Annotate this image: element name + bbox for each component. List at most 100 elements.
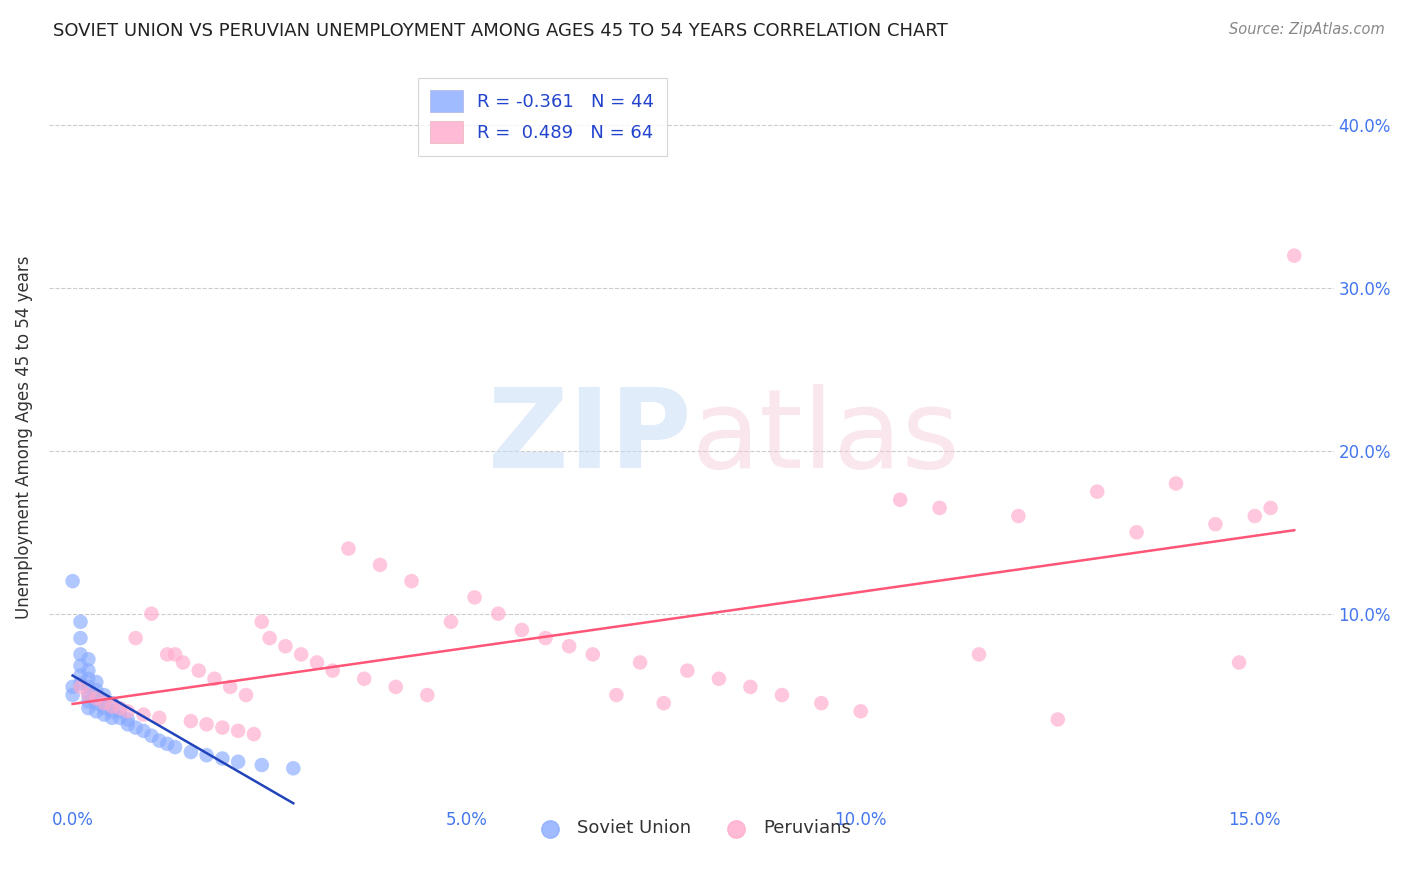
Point bbox=[84, 691, 107, 706]
Point bbox=[967, 648, 990, 662]
Point bbox=[165, 648, 187, 662]
Point bbox=[156, 648, 179, 662]
Point bbox=[77, 688, 100, 702]
Y-axis label: Unemployment Among Ages 45 to 54 years: Unemployment Among Ages 45 to 54 years bbox=[15, 255, 32, 619]
Point bbox=[195, 748, 218, 763]
Point bbox=[117, 717, 139, 731]
Point bbox=[652, 696, 675, 710]
Point bbox=[322, 664, 344, 678]
Point bbox=[353, 672, 375, 686]
Point bbox=[101, 696, 124, 710]
Point bbox=[108, 701, 131, 715]
Text: ZIP: ZIP bbox=[488, 384, 692, 491]
Point bbox=[368, 558, 391, 572]
Point bbox=[849, 704, 872, 718]
Text: Source: ZipAtlas.com: Source: ZipAtlas.com bbox=[1229, 22, 1385, 37]
Point bbox=[156, 737, 179, 751]
Point bbox=[889, 492, 911, 507]
Point bbox=[108, 711, 131, 725]
Point bbox=[1007, 509, 1029, 524]
Point bbox=[204, 672, 226, 686]
Point bbox=[290, 648, 312, 662]
Point bbox=[93, 707, 115, 722]
Point bbox=[69, 615, 91, 629]
Point bbox=[124, 631, 146, 645]
Point bbox=[1243, 509, 1265, 524]
Point bbox=[740, 680, 762, 694]
Point bbox=[180, 714, 202, 728]
Point bbox=[101, 699, 124, 714]
Point bbox=[172, 656, 194, 670]
Point bbox=[148, 711, 170, 725]
Point bbox=[180, 745, 202, 759]
Point bbox=[770, 688, 793, 702]
Point bbox=[124, 721, 146, 735]
Point bbox=[810, 696, 832, 710]
Point bbox=[141, 729, 163, 743]
Point bbox=[77, 680, 100, 694]
Point bbox=[928, 500, 950, 515]
Point bbox=[582, 648, 605, 662]
Point bbox=[628, 656, 651, 670]
Point bbox=[274, 639, 297, 653]
Text: SOVIET UNION VS PERUVIAN UNEMPLOYMENT AMONG AGES 45 TO 54 YEARS CORRELATION CHAR: SOVIET UNION VS PERUVIAN UNEMPLOYMENT AM… bbox=[53, 22, 948, 40]
Point bbox=[1164, 476, 1187, 491]
Point bbox=[676, 664, 699, 678]
Point bbox=[148, 733, 170, 747]
Text: atlas: atlas bbox=[692, 384, 960, 491]
Point bbox=[226, 755, 249, 769]
Point bbox=[219, 680, 242, 694]
Point bbox=[440, 615, 463, 629]
Point bbox=[77, 664, 100, 678]
Point bbox=[77, 652, 100, 666]
Point bbox=[259, 631, 281, 645]
Point bbox=[69, 680, 91, 694]
Point bbox=[141, 607, 163, 621]
Point bbox=[486, 607, 509, 621]
Point bbox=[93, 701, 115, 715]
Point bbox=[132, 707, 155, 722]
Point bbox=[1085, 484, 1108, 499]
Point bbox=[69, 658, 91, 673]
Point bbox=[211, 751, 233, 765]
Point bbox=[62, 574, 84, 588]
Point bbox=[1260, 500, 1282, 515]
Point bbox=[165, 740, 187, 755]
Point bbox=[69, 648, 91, 662]
Point bbox=[235, 688, 257, 702]
Point bbox=[77, 672, 100, 686]
Point bbox=[69, 668, 91, 682]
Point bbox=[243, 727, 266, 741]
Point bbox=[84, 683, 107, 698]
Point bbox=[534, 631, 557, 645]
Point bbox=[283, 761, 305, 775]
Point bbox=[195, 717, 218, 731]
Point bbox=[93, 688, 115, 702]
Point bbox=[226, 723, 249, 738]
Point bbox=[77, 688, 100, 702]
Point bbox=[69, 631, 91, 645]
Point bbox=[211, 721, 233, 735]
Point bbox=[93, 694, 115, 708]
Point bbox=[69, 676, 91, 690]
Legend: Soviet Union, Peruvians: Soviet Union, Peruvians bbox=[524, 812, 858, 845]
Point bbox=[464, 591, 486, 605]
Point bbox=[558, 639, 581, 653]
Point bbox=[401, 574, 423, 588]
Point bbox=[62, 688, 84, 702]
Point bbox=[93, 696, 115, 710]
Point bbox=[250, 615, 273, 629]
Point bbox=[77, 701, 100, 715]
Point bbox=[77, 694, 100, 708]
Point bbox=[101, 704, 124, 718]
Point bbox=[337, 541, 360, 556]
Point bbox=[108, 704, 131, 718]
Point bbox=[187, 664, 209, 678]
Point bbox=[1284, 249, 1306, 263]
Point bbox=[117, 704, 139, 718]
Point bbox=[250, 758, 273, 772]
Point bbox=[132, 723, 155, 738]
Point bbox=[1227, 656, 1250, 670]
Point bbox=[62, 680, 84, 694]
Point bbox=[84, 690, 107, 704]
